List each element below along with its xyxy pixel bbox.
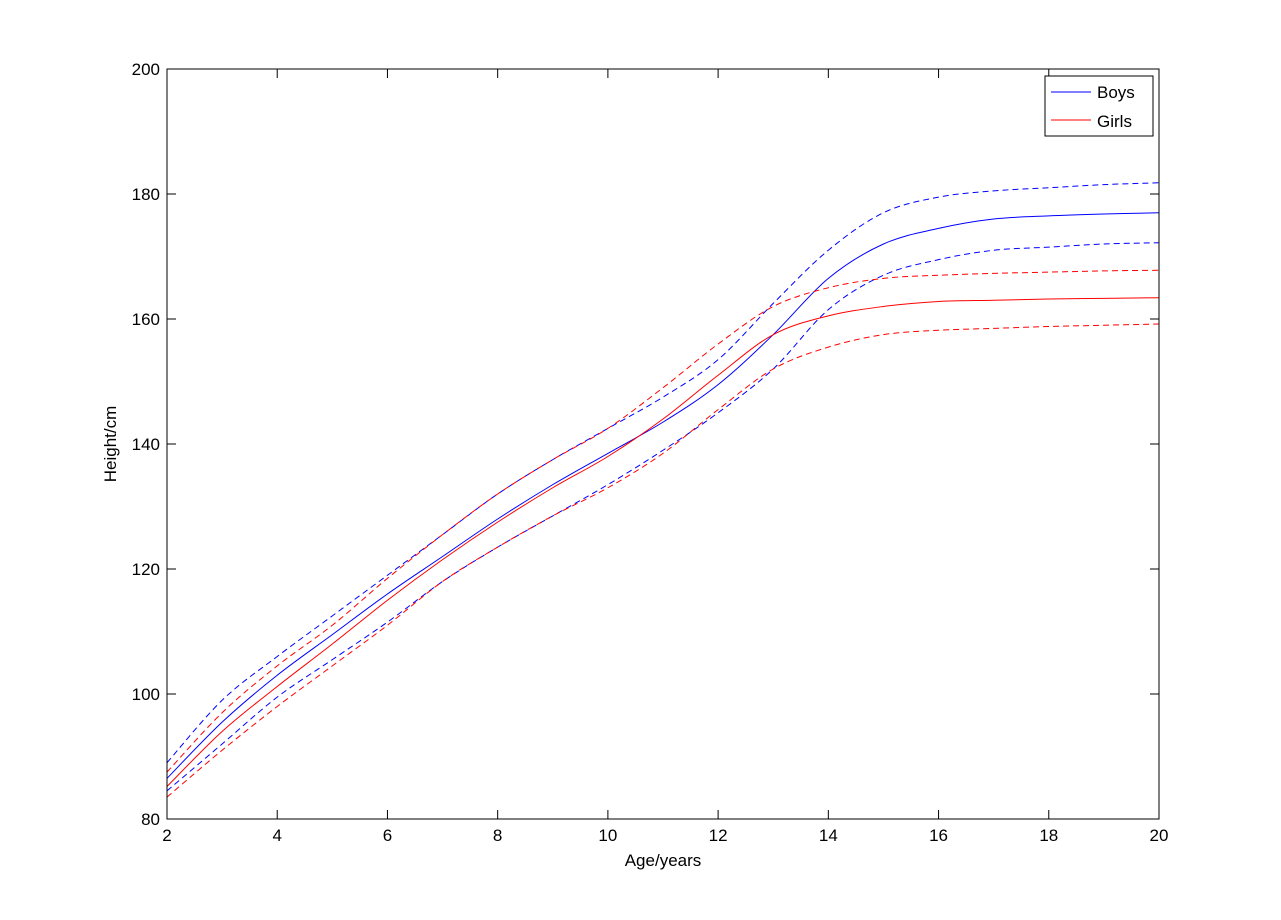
y-axis-label: Height/cm bbox=[101, 406, 120, 483]
x-axis-ticks: 2 4 6 8 10 12 14 16 18 20 bbox=[162, 69, 1168, 845]
x-tick-label: 4 bbox=[272, 826, 281, 845]
series-boys-upper bbox=[166, 182, 1160, 764]
legend-label-boys: Boys bbox=[1097, 83, 1135, 102]
x-axis-label: Age/years bbox=[625, 851, 702, 870]
legend: Boys Girls bbox=[1044, 75, 1154, 137]
x-tick-label: 6 bbox=[383, 826, 392, 845]
x-tick-label: 8 bbox=[493, 826, 502, 845]
plot-area bbox=[167, 69, 1159, 819]
x-tick-label: 16 bbox=[929, 826, 948, 845]
series-girls-median bbox=[166, 297, 1160, 787]
x-tick-label: 2 bbox=[162, 826, 171, 845]
series-boys-median bbox=[166, 212, 1160, 779]
series-girls-upper bbox=[166, 269, 1160, 773]
y-tick-label: 120 bbox=[132, 560, 160, 579]
series-boys-lower bbox=[166, 242, 1160, 792]
y-tick-label: 180 bbox=[132, 185, 160, 204]
x-tick-label: 10 bbox=[598, 826, 617, 845]
x-tick-label: 12 bbox=[709, 826, 728, 845]
y-axis-ticks: 80 100 120 140 160 180 200 bbox=[132, 60, 1159, 829]
y-tick-label: 160 bbox=[132, 310, 160, 329]
y-tick-label: 140 bbox=[132, 435, 160, 454]
curves-layer bbox=[166, 182, 1160, 798]
y-tick-label: 200 bbox=[132, 60, 160, 79]
x-tick-label: 20 bbox=[1150, 826, 1169, 845]
legend-label-girls: Girls bbox=[1097, 112, 1132, 131]
y-tick-label: 80 bbox=[141, 810, 160, 829]
series-girls-lower bbox=[166, 323, 1160, 798]
legend-box bbox=[1044, 75, 1154, 137]
y-tick-label: 100 bbox=[132, 685, 160, 704]
x-tick-label: 18 bbox=[1039, 826, 1058, 845]
x-tick-label: 14 bbox=[819, 826, 838, 845]
